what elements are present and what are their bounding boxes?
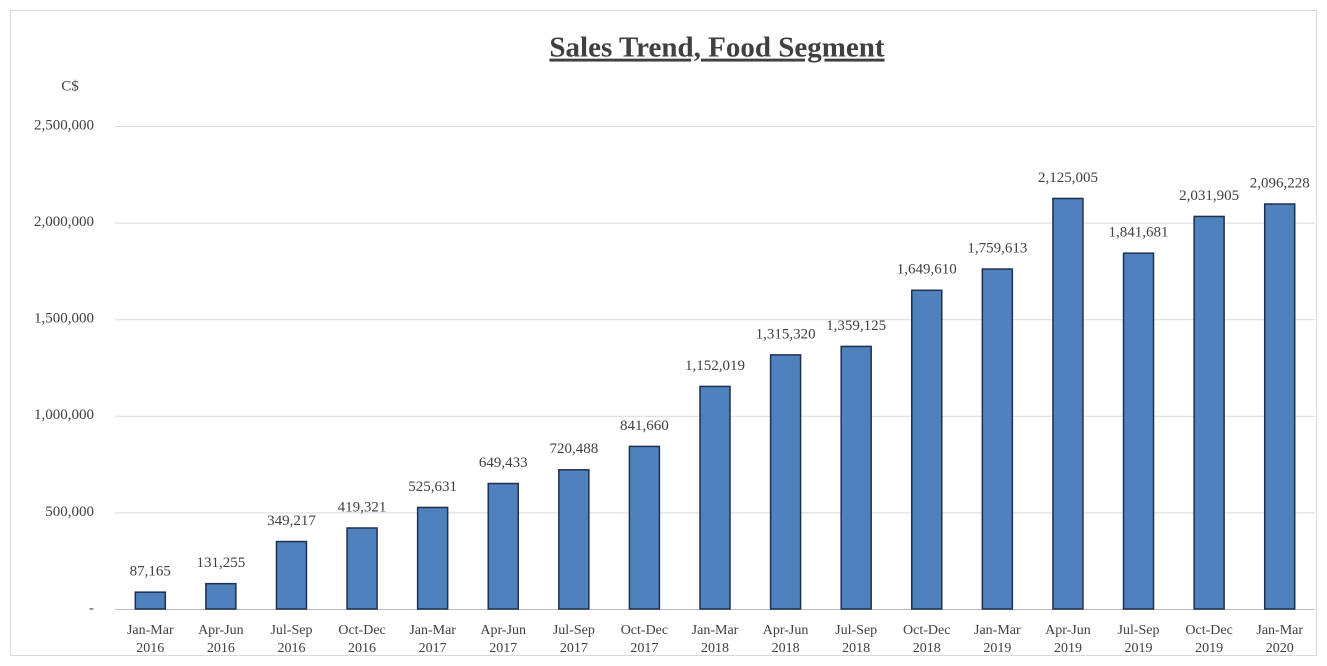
bar [628,445,661,610]
data-label: 525,631 [408,479,457,495]
x-tick-label: Oct-Dec [621,623,668,638]
data-label: 131,255 [197,555,246,571]
x-tick-label: Jul-Sep [270,623,312,638]
x-tick-label: 2019 [1054,641,1082,656]
bar [699,385,731,610]
bar [840,345,872,610]
bar [275,540,308,610]
data-label: 1,649,610 [897,262,957,278]
data-label: 841,660 [620,418,669,434]
x-tick-label: 2016 [277,641,305,656]
bar [416,506,449,610]
x-tick-label: 2017 [419,641,447,656]
data-label: 2,125,005 [1038,170,1098,186]
data-label: 720,488 [549,441,598,457]
y-axis-label: C$ [61,78,79,94]
bar [1263,203,1296,610]
bar [205,582,237,610]
data-label: 649,433 [479,455,528,471]
y-tick-label: 2,500,000 [34,117,94,133]
x-tick-label: Jan-Mar [127,623,174,638]
bar [911,289,943,610]
data-label: 1,759,613 [967,240,1027,256]
chart-border [10,10,1317,656]
x-tick-label: Jul-Sep [553,623,595,638]
x-tick-label: 2018 [913,641,941,656]
bar [769,354,802,610]
x-tick-label: 2016 [136,641,164,656]
bar [134,591,167,610]
y-tick-label: 1,000,000 [34,407,94,423]
data-label: 349,217 [267,513,316,529]
bar [1122,252,1155,610]
x-tick-label: 2019 [1195,641,1223,656]
data-label: 2,096,228 [1250,175,1310,191]
x-tick-label: 2018 [701,641,729,656]
y-tick-label: 1,500,000 [34,311,94,327]
x-tick-label: Apr-Jun [1045,623,1091,638]
x-tick-label: 2018 [842,641,870,656]
x-tick-label: Jan-Mar [1256,623,1303,638]
data-label: 1,841,681 [1109,225,1169,241]
bar [981,268,1014,610]
x-tick-label: Jan-Mar [692,623,739,638]
x-tick-label: Jul-Sep [835,623,877,638]
x-tick-label: Apr-Jun [480,623,526,638]
data-label: 2,031,905 [1179,188,1239,204]
y-tick-label: 2,000,000 [34,214,94,230]
y-tick-label: 500,000 [45,504,94,520]
x-tick-label: 2016 [348,641,376,656]
data-label: 1,315,320 [756,326,816,342]
data-label: 87,165 [130,564,171,580]
data-label: 1,359,125 [826,318,886,334]
bar [346,527,378,610]
x-tick-label: 2019 [1125,641,1153,656]
data-label: 1,152,019 [685,358,745,374]
y-tick-label: - [89,600,94,616]
bar [558,469,590,610]
x-tick-label: 2017 [489,641,517,656]
bar [1193,215,1225,610]
x-tick-label: 2016 [207,641,235,656]
x-tick-label: 2019 [983,641,1011,656]
data-label: 419,321 [338,499,387,515]
x-tick-label: 2017 [560,641,588,656]
x-tick-label: 2018 [772,641,800,656]
bar [1052,197,1084,610]
x-tick-label: Oct-Dec [903,623,950,638]
x-tick-label: Jan-Mar [974,623,1021,638]
x-tick-label: 2017 [630,641,658,656]
bar [487,482,519,610]
x-tick-label: Apr-Jun [763,623,809,638]
x-tick-label: Jul-Sep [1118,623,1160,638]
x-tick-label: Oct-Dec [338,623,385,638]
x-tick-label: 2020 [1266,641,1294,656]
x-tick-label: Apr-Jun [198,623,244,638]
chart-title: Sales Trend, Food Segment [549,32,884,64]
x-tick-label: Jan-Mar [409,623,456,638]
x-tick-label: Oct-Dec [1185,623,1232,638]
